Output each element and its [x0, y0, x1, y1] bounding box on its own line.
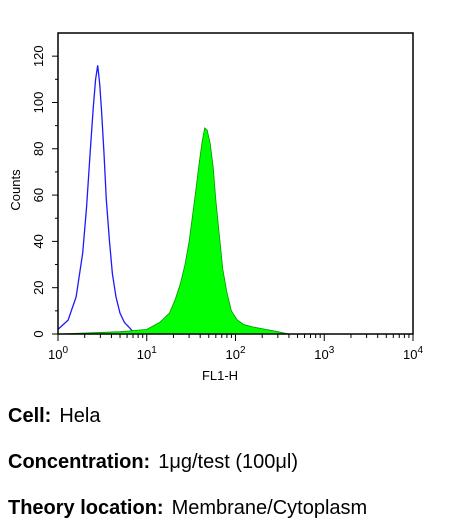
- y-tick-label: 80: [31, 142, 46, 156]
- y-tick-label: 60: [31, 188, 46, 202]
- y-tick-label: 40: [31, 234, 46, 248]
- x-tick-label: 104: [403, 345, 423, 362]
- series-layer: [57, 65, 413, 335]
- caption-cell-value: Hela: [59, 405, 101, 427]
- flow-cytometry-histogram: 0 20 40 60 80 100 120 100 101 102 103 104 FL1-H Cou…: [8, 32, 423, 383]
- x-tick-label: 102: [225, 345, 245, 362]
- caption-concentration: Concentration: 1μg/test (100μl): [8, 451, 298, 474]
- caption-concentration-label: Concentration:: [8, 451, 151, 473]
- x-tick-label: 103: [314, 345, 334, 362]
- x-tick-label: 100: [48, 345, 68, 362]
- caption-cell: Cell: Hela: [8, 405, 100, 428]
- caption-cell-label: Cell:: [8, 405, 52, 427]
- x-axis-label: FL1-H: [202, 368, 238, 383]
- y-tick-label: 100: [31, 92, 46, 114]
- plot-frame: [57, 32, 414, 335]
- x-tick-label: 101: [137, 345, 157, 362]
- caption-theory-location-label: Theory location:: [8, 497, 164, 519]
- series-1-filled-histogram: [57, 127, 413, 335]
- y-tick-label: 120: [31, 45, 46, 67]
- y-axis-label: Counts: [8, 169, 23, 211]
- y-tick-label: 20: [31, 280, 46, 294]
- caption-theory-location-value: Membrane/Cytoplasm: [171, 497, 368, 519]
- y-tick-label: 0: [31, 330, 46, 337]
- caption-concentration-value: 1μg/test (100μl): [158, 451, 298, 473]
- caption-theory-location: Theory location: Membrane/Cytoplasm: [8, 497, 367, 520]
